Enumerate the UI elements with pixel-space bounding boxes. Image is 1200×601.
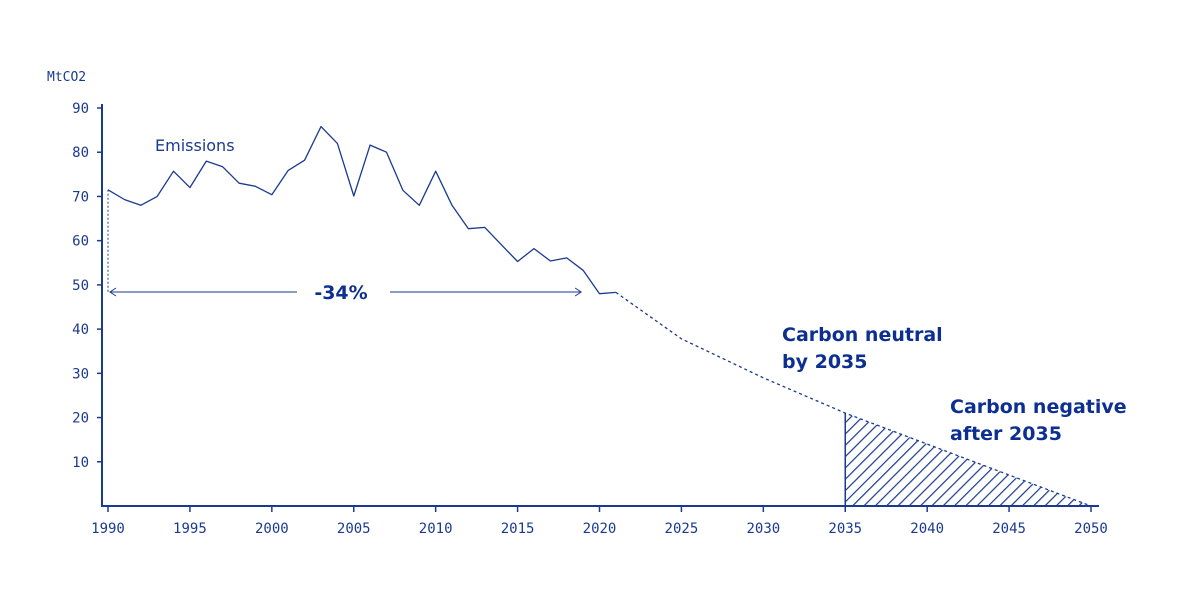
x-tick-label: 2000 (255, 521, 289, 537)
x-tick-label: 2030 (746, 521, 780, 537)
carbon-neutral-label-line2: by 2035 (782, 351, 867, 373)
y-tick-label: 50 (72, 278, 89, 294)
y-tick-label: 20 (72, 411, 89, 427)
emissions-series-label: Emissions (155, 136, 235, 155)
x-tick-label: 1995 (173, 521, 207, 537)
reduction-arrowhead-right (574, 287, 583, 297)
carbon-negative-label-line1: Carbon negative (950, 396, 1127, 418)
y-tick-label: 40 (72, 322, 89, 338)
y-tick-label: 70 (72, 189, 89, 205)
x-tick-label: 2015 (501, 521, 535, 537)
projection-line (615, 291, 1092, 507)
reduction-percentage-label: -34% (314, 282, 367, 304)
x-tick-label: 2025 (665, 521, 699, 537)
carbon-negative-label-line2: after 2035 (950, 423, 1062, 445)
y-tick-label: 10 (72, 455, 89, 471)
y-axis-unit-label: MtCO2 (47, 70, 86, 85)
x-tick-label: 2010 (419, 521, 453, 537)
x-tick-label: 2005 (337, 521, 371, 537)
y-tick-label: 30 (72, 366, 89, 382)
x-tick-label: 2045 (992, 521, 1026, 537)
y-tick-label: 60 (72, 234, 89, 250)
x-tick-label: 2020 (583, 521, 617, 537)
x-tick-label: 2040 (910, 521, 944, 537)
carbon-neutral-label-line1: Carbon neutral (782, 324, 943, 346)
x-tick-label: 1990 (91, 521, 125, 537)
emissions-line (107, 125, 616, 295)
y-tick-label: 90 (72, 101, 89, 117)
x-tick-label: 2035 (828, 521, 862, 537)
y-tick-label: 80 (72, 145, 89, 161)
x-tick-label: 2050 (1074, 521, 1108, 537)
reduction-arrowhead-left (109, 287, 117, 297)
